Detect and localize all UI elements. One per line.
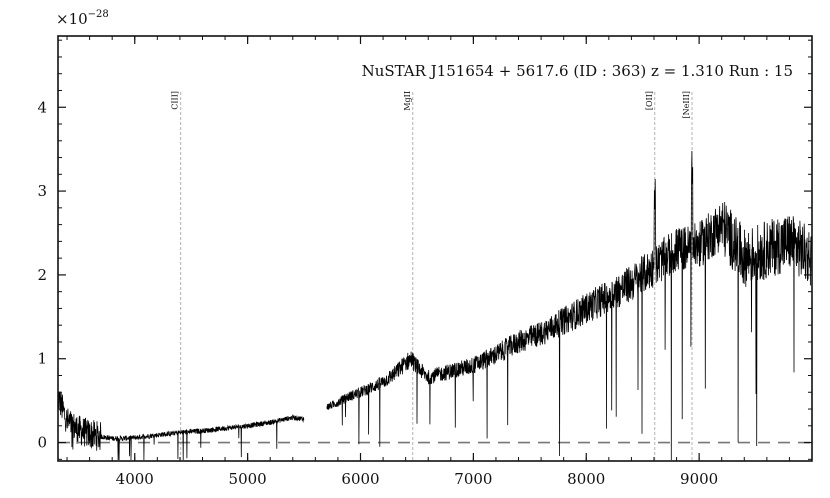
emission-line-markers: CIII] MgII [OII] [NeIII] — [171, 91, 693, 461]
y-scale-exponent: −28 — [88, 9, 109, 20]
plot-frame — [57, 35, 813, 462]
spectrum-segment — [326, 150, 813, 461]
x-tick-label: 7000 — [454, 470, 492, 488]
emission-line-label: CIII] — [171, 91, 180, 110]
y-tick-label: 4 — [37, 98, 47, 116]
x-tick-label: 9000 — [680, 470, 718, 488]
emission-line-label: MgII — [403, 91, 412, 111]
y-tick-label: 3 — [37, 182, 47, 200]
tick-labels: 4000 5000 6000 7000 8000 9000 0 1 2 3 4 — [37, 98, 718, 488]
x-tick-label: 8000 — [567, 470, 605, 488]
y-tick-label: 0 — [37, 434, 47, 452]
spectrum-series — [57, 150, 813, 461]
y-tick-label: 2 — [37, 266, 47, 284]
x-tick-label: 5000 — [229, 470, 267, 488]
x-tick-label: 6000 — [341, 470, 379, 488]
y-scale-base: ×10 — [56, 10, 88, 28]
chart-title: NuSTAR J151654 + 5617.6 (ID : 363) z = 1… — [362, 62, 793, 80]
y-tick-label: 1 — [37, 350, 47, 368]
emission-line-label: [NeIII] — [682, 91, 691, 118]
spectrum-segment — [57, 391, 305, 461]
x-tick-label: 4000 — [116, 470, 154, 488]
axis-ticks — [58, 36, 812, 461]
emission-line-label: [OII] — [645, 91, 654, 110]
y-scale-multiplier: ×10−28 — [56, 9, 109, 28]
